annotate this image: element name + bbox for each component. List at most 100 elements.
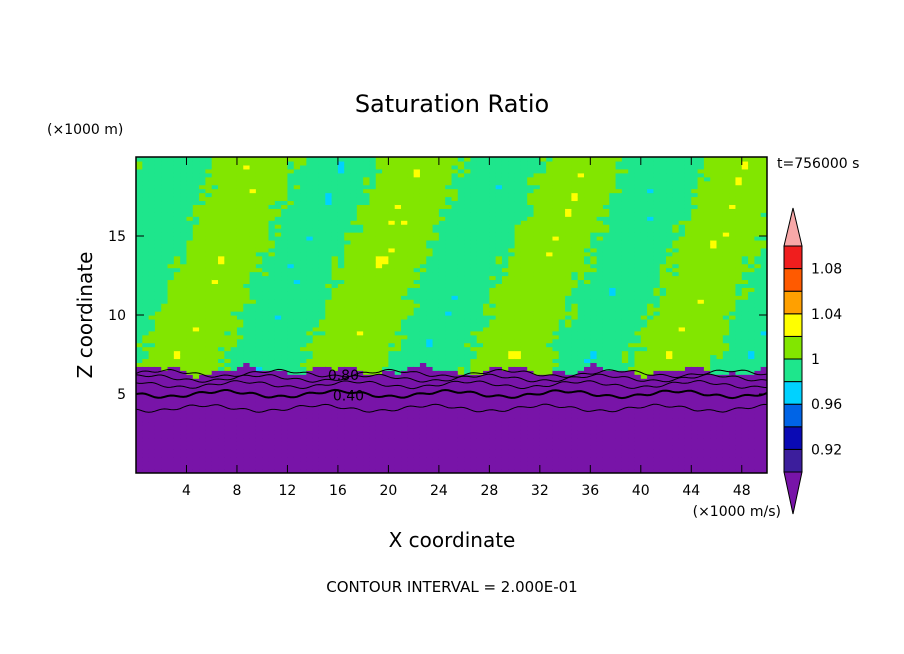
- field-cell: [426, 176, 434, 182]
- field-cell: [356, 192, 364, 198]
- field-cell: [337, 267, 345, 273]
- field-cell: [249, 232, 257, 237]
- field-cell: [394, 259, 402, 265]
- field-cell: [186, 243, 194, 249]
- field-cell: [470, 220, 478, 225]
- field-cell: [312, 287, 320, 292]
- field-cell: [445, 299, 453, 304]
- field-cell: [331, 251, 339, 257]
- field-cell: [300, 307, 307, 312]
- field-cell: [457, 251, 465, 257]
- field-cell: [413, 192, 421, 198]
- field-cell: [199, 263, 207, 269]
- field-cell: [274, 405, 282, 411]
- field-cell: [287, 390, 295, 395]
- field-cell: [199, 315, 207, 320]
- field-cell: [489, 184, 497, 190]
- field-cell: [192, 160, 200, 166]
- field-cell: [281, 390, 289, 395]
- field-cell: [268, 326, 276, 332]
- field-cell: [520, 417, 528, 423]
- field-cell: [369, 160, 377, 166]
- field-cell: [167, 176, 175, 182]
- field-cell: [281, 232, 289, 237]
- field-cell: [186, 279, 194, 284]
- field-cell: [331, 326, 339, 332]
- field-cell: [236, 394, 244, 399]
- field-cell: [318, 346, 326, 352]
- field-cell: [375, 358, 383, 363]
- field-cell: [514, 437, 522, 442]
- field-cell: [325, 247, 333, 253]
- field-cell: [180, 465, 188, 470]
- field-cell: [262, 374, 270, 379]
- field-cell: [154, 362, 162, 367]
- field-cell: [325, 224, 333, 229]
- field-cell: [180, 255, 188, 261]
- field-cell: [451, 259, 459, 265]
- field-cell: [413, 228, 421, 233]
- field-cell: [180, 382, 188, 387]
- field-cell: [394, 461, 402, 466]
- field-cell: [199, 413, 207, 419]
- field-cell: [167, 397, 175, 403]
- field-cell: [224, 200, 232, 205]
- field-cell: [142, 224, 150, 229]
- field-cell: [527, 397, 535, 403]
- field-cell: [268, 157, 276, 162]
- field-cell: [331, 354, 339, 360]
- field-cell: [154, 405, 162, 411]
- field-cell: [464, 461, 472, 466]
- field-cell: [318, 394, 326, 399]
- field-cell: [224, 196, 232, 202]
- time-label: t=756000 s: [777, 156, 859, 172]
- field-cell: [136, 157, 143, 162]
- field-cell: [167, 239, 175, 245]
- field-cell: [337, 236, 345, 241]
- field-cell: [224, 176, 232, 182]
- field-cell: [180, 445, 188, 450]
- field-cell: [192, 192, 200, 198]
- field-cell: [325, 441, 333, 446]
- field-cell: [483, 157, 490, 162]
- field-cell: [508, 326, 516, 332]
- field-cell: [287, 429, 295, 435]
- field-cell: [318, 160, 326, 166]
- field-cell: [224, 449, 232, 454]
- field-cell: [331, 330, 339, 336]
- field-cell: [230, 405, 238, 411]
- field-cell: [154, 259, 162, 265]
- field-cell: [413, 334, 421, 340]
- field-cell: [325, 409, 333, 415]
- field-cell: [325, 220, 333, 225]
- field-cell: [281, 437, 289, 442]
- field-cell: [312, 184, 320, 190]
- field-cell: [413, 457, 421, 462]
- field-cell: [243, 295, 251, 300]
- field-cell: [300, 188, 307, 194]
- field-cell: [325, 405, 333, 411]
- field-cell: [501, 445, 509, 450]
- field-cell: [356, 188, 364, 194]
- field-cell: [205, 311, 213, 316]
- field-cell: [369, 204, 377, 209]
- field-cell: [154, 200, 162, 205]
- field-cell: [312, 394, 320, 399]
- field-cell: [426, 275, 434, 281]
- field-cell: [375, 350, 383, 356]
- field-cell: [350, 394, 358, 399]
- field-cell: [318, 386, 326, 391]
- field-cell: [350, 228, 358, 233]
- field-cell: [211, 429, 219, 435]
- field-cell: [445, 342, 453, 348]
- field-cell: [344, 196, 352, 202]
- field-cell: [199, 164, 207, 170]
- field-cell: [363, 378, 371, 383]
- field-cell: [205, 350, 213, 356]
- field-cell: [394, 172, 402, 178]
- field-cell: [218, 330, 225, 336]
- field-cell: [268, 401, 276, 407]
- field-cell: [407, 378, 415, 383]
- field-cell: [192, 196, 200, 202]
- field-cell: [344, 251, 352, 257]
